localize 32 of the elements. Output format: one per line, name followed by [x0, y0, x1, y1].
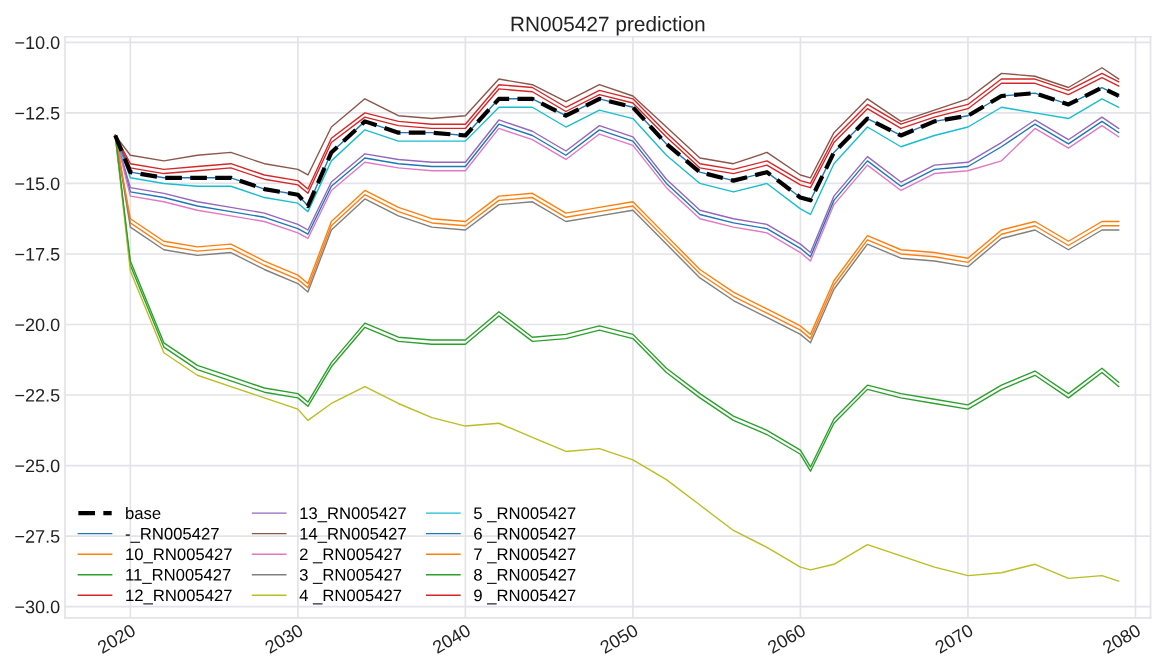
legend-label: 14_RN005427 [300, 527, 406, 543]
legend-label: 3 _RN005427 [299, 568, 402, 584]
x-tick-label: 2050 [599, 623, 639, 654]
y-tick-label: −27.5 [15, 530, 60, 543]
legend-label: 2 _RN005427 [300, 548, 402, 564]
legend-label: 12_RN005427 [126, 589, 232, 605]
y-tick-label: −25.0 [15, 459, 60, 473]
y-tick-label: −30.0 [15, 600, 60, 614]
x-tick-label: 2030 [264, 623, 304, 654]
x-tick-label: 2080 [1101, 623, 1142, 654]
legend-label: 11_RN005427 [126, 568, 231, 584]
legend-label: base [126, 506, 161, 520]
legend-label: 9 _RN005427 [474, 589, 576, 605]
y-tick-label: −17.5 [15, 248, 60, 261]
x-tick-label: 2070 [934, 623, 974, 654]
legend-label: -_RN005427 [125, 527, 219, 543]
y-tick-label: −10.0 [15, 36, 60, 50]
x-tick-label: 2040 [431, 623, 472, 654]
legend-label: 8 _RN005427 [474, 568, 576, 584]
y-tick-label: −22.5 [15, 388, 60, 402]
y-tick-label: −12.5 [15, 106, 60, 120]
legend-label: 5 _RN005427 [473, 507, 576, 523]
legend-label: 13_RN005427 [300, 507, 406, 523]
chart-title: RN005427 prediction [511, 16, 705, 36]
legend-label: 7 _RN005427 [474, 548, 576, 564]
legend-label: 4 _RN005427 [299, 589, 402, 605]
x-tick-label: 2020 [96, 623, 137, 654]
y-tick-label: −20.0 [15, 318, 60, 332]
legend-label: 10_RN005427 [126, 548, 232, 564]
y-tick-label: −15.0 [15, 177, 60, 191]
legend-label: 6 _RN005427 [474, 527, 576, 543]
x-tick-label: 2060 [766, 623, 807, 654]
